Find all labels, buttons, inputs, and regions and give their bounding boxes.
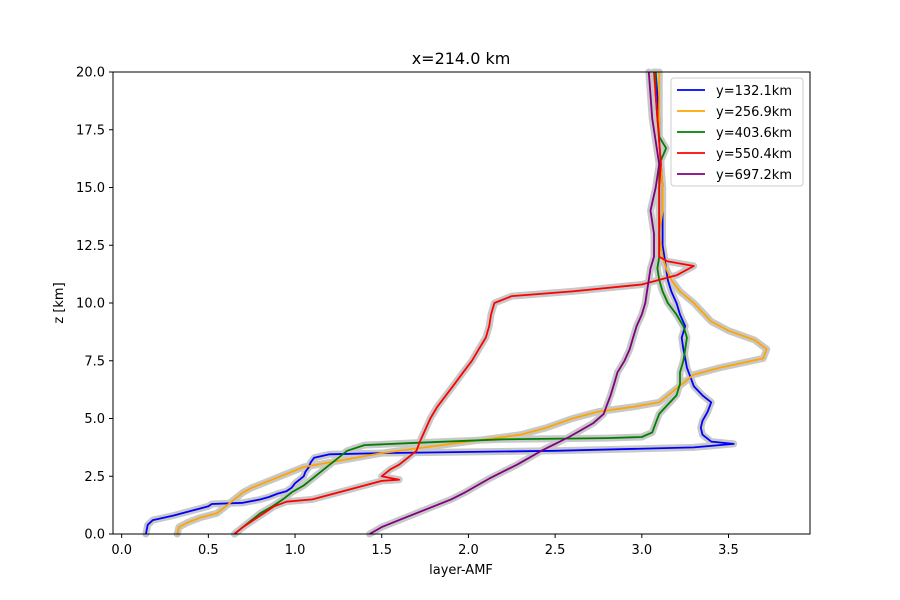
chart-title: x=214.0 km xyxy=(412,49,511,68)
x-tick-label: 2.0 xyxy=(458,543,479,558)
y-tick-label: 10.0 xyxy=(76,297,105,312)
y-axis: 0.0 2.5 5.0 7.5 10.0 12.5 15.0 17.5 20.0 xyxy=(76,66,113,543)
series-line-1 xyxy=(176,72,768,535)
legend-label-1: y=256.9km xyxy=(716,105,792,120)
y-tick-label: 7.5 xyxy=(84,354,105,369)
series-line-4 xyxy=(369,71,661,535)
y-tick-label: 12.5 xyxy=(76,239,105,254)
legend-label-0: y=132.1km xyxy=(716,84,792,99)
y-tick-label: 15.0 xyxy=(76,181,105,196)
legend-label-2: y=403.6km xyxy=(716,126,792,141)
x-tick-label: 3.5 xyxy=(718,543,739,558)
legend-label-3: y=550.4km xyxy=(716,147,792,162)
y-tick-label: 5.0 xyxy=(84,412,105,427)
y-tick-label: 20.0 xyxy=(76,66,105,81)
series-line-3 xyxy=(233,71,695,535)
x-tick-label: 0.5 xyxy=(198,543,219,558)
series-lines xyxy=(145,71,768,535)
y-tick-label: 0.0 xyxy=(84,528,105,543)
y-tick-label: 17.5 xyxy=(76,123,105,138)
x-tick-label: 1.5 xyxy=(371,543,392,558)
x-tick-label: 2.5 xyxy=(545,543,566,558)
legend: y=132.1km y=256.9km y=403.6km y=550.4km y=69… xyxy=(670,77,804,187)
legend-label-4: y=697.2km xyxy=(716,168,792,183)
y-tick-label: 2.5 xyxy=(84,470,105,485)
y-axis-label: z [km] xyxy=(52,282,67,323)
x-tick-label: 1.0 xyxy=(285,543,306,558)
x-tick-label: 0.0 xyxy=(111,543,132,558)
x-axis-label: layer-AMF xyxy=(429,563,493,578)
x-tick-label: 3.0 xyxy=(631,543,652,558)
legend-box xyxy=(670,77,804,187)
series-line-0 xyxy=(145,71,735,535)
x-axis: 0.0 0.5 1.0 1.5 2.0 2.5 3.0 3.5 xyxy=(111,534,739,558)
